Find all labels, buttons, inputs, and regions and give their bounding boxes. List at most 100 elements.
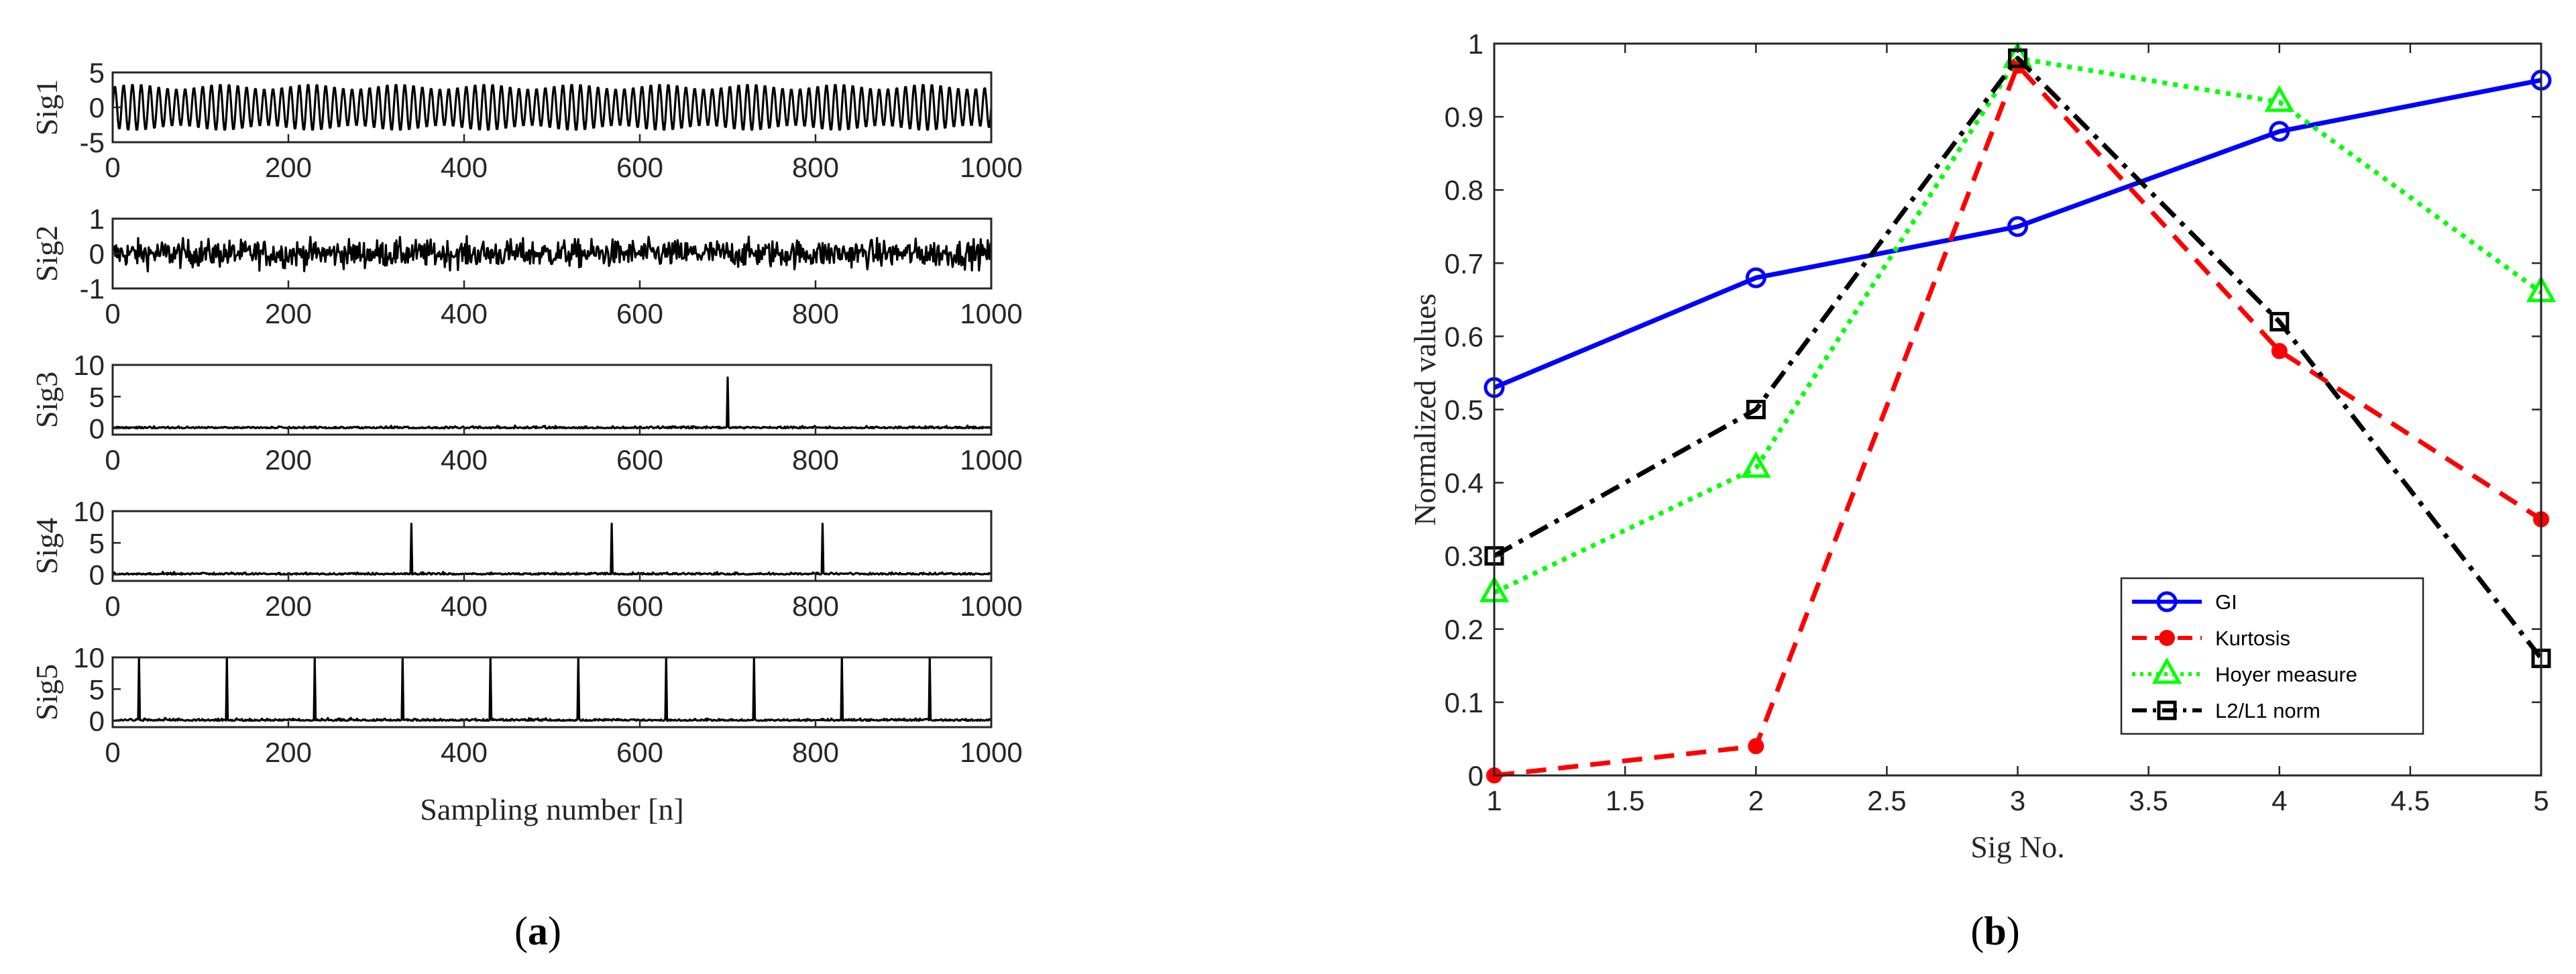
signal-trace-sig2: [111, 235, 993, 273]
y-tick-label: 0: [89, 413, 105, 445]
y-tick-label: 0: [1468, 760, 1483, 792]
x-tick-label: 1000: [960, 152, 1022, 183]
x-axis-label-b: Sig No.: [1970, 830, 2065, 864]
y-tick-label: 0: [89, 92, 105, 123]
x-tick-label: 400: [441, 298, 488, 329]
x-tick-label: 400: [441, 737, 488, 768]
y-tick-label: 0.6: [1445, 321, 1483, 352]
y-tick-label: 0.2: [1445, 614, 1483, 645]
data-point: [2264, 85, 2295, 112]
legend-item: Kurtosis: [2132, 627, 2290, 650]
data-point: [1748, 738, 1765, 755]
y-tick-label: 5: [89, 673, 105, 705]
y-axis-label-sig1: Sig1: [30, 79, 64, 136]
x-tick-label: 2: [1748, 785, 1764, 816]
axes-frame-sig4: [111, 510, 993, 582]
axes-frame-sig3: [111, 364, 993, 436]
x-tick-label: 4.5: [2391, 785, 2430, 816]
y-tick-label: -1: [80, 273, 105, 305]
legend-label: Hoyer measure: [2215, 663, 2357, 686]
x-tick-label: 600: [616, 590, 663, 622]
x-tick-label: 200: [265, 444, 312, 476]
x-axis-label-a: Sampling number [n]: [420, 792, 684, 826]
signal-trace-sig1: [111, 84, 993, 131]
x-tick-label: 800: [792, 444, 839, 476]
x-tick-label: 0: [105, 444, 120, 476]
x-tick-label: 1.5: [1606, 785, 1644, 816]
data-point: [2271, 343, 2288, 360]
x-tick-label: 600: [616, 298, 663, 329]
signal-trace-sig5: [112, 656, 992, 722]
x-tick-label: 200: [265, 737, 312, 768]
y-tick-label: 0.3: [1445, 541, 1483, 572]
y-tick-label: 0.7: [1445, 248, 1483, 279]
caption-a: (a): [514, 909, 561, 953]
x-tick-label: 3: [2010, 785, 2025, 816]
caption-a-letter: a: [528, 909, 548, 953]
y-tick-label: 0.4: [1445, 468, 1483, 499]
y-tick-label: 10: [73, 496, 105, 527]
legend-item: Hoyer measure: [2132, 657, 2357, 686]
x-tick-label: 400: [441, 152, 488, 183]
x-tick-label: 800: [792, 737, 839, 768]
y-tick-label: 10: [73, 642, 105, 673]
y-tick-label: 0.1: [1445, 687, 1483, 718]
x-tick-label: 4: [2272, 785, 2287, 816]
series-line: [1494, 63, 2542, 778]
data-point: [1745, 267, 1767, 288]
x-tick-label: 1000: [960, 298, 1022, 329]
x-tick-label: 400: [441, 444, 488, 476]
x-tick-label: 0: [105, 152, 120, 183]
y-tick-label: 0.9: [1445, 101, 1483, 133]
y-axis-label-sig4: Sig4: [30, 518, 64, 574]
x-tick-label: 0: [105, 737, 120, 768]
x-tick-label: 600: [616, 152, 663, 183]
y-tick-label: 1: [1468, 28, 1483, 60]
panel-b-normalized-values: 1 1.5 2 2.5 3 3.5 4 4.5 5 0 0.1 0.2 0.3 0.4 0.5 0.6 0.7 0…: [1408, 28, 2557, 864]
legend-marker: [2156, 591, 2178, 612]
x-tick-label: 200: [265, 152, 312, 183]
x-tick-label: 800: [792, 298, 839, 329]
legend-label: Kurtosis: [2215, 627, 2290, 650]
y-axis-label-sig5: Sig5: [30, 664, 64, 720]
y-axis-label-b: Normalized values: [1408, 293, 1442, 525]
x-tick-label: 800: [792, 152, 839, 183]
series-line: [1493, 78, 2542, 390]
legend-item: L2/L1 norm: [2132, 699, 2320, 722]
series-line: [1493, 56, 2543, 660]
y-tick-label: 1: [89, 203, 105, 235]
x-tick-label: 1000: [960, 737, 1022, 768]
x-tick-label: 600: [616, 444, 663, 476]
data-point: [2007, 216, 2028, 237]
legend-box: [2120, 577, 2424, 735]
x-tick-label: 2.5: [1867, 785, 1906, 816]
x-tick-label: 600: [616, 737, 663, 768]
y-axis-label-sig2: Sig2: [30, 225, 64, 282]
caption-b: (b): [1970, 909, 2019, 953]
caption-b-letter: b: [1984, 909, 2006, 953]
legend-marker: [2159, 630, 2175, 646]
y-axis-label-sig3: Sig3: [30, 372, 64, 428]
axes-frame-sig5: [111, 656, 993, 728]
data-point: [1746, 400, 1766, 419]
x-tick-label: 1: [1486, 785, 1502, 816]
x-tick-label: 1000: [960, 444, 1022, 476]
legend: GI Kurtosis Hoyer measure L2/L1 norm: [2120, 577, 2424, 735]
y-tick-label: 5: [89, 381, 105, 413]
x-tick-label: 0: [105, 298, 120, 329]
y-tick-label: 0: [89, 559, 105, 591]
y-tick-label: 0: [89, 238, 105, 270]
signal-trace-sig4: [112, 523, 992, 576]
signal-trace-sig3: [112, 376, 992, 430]
y-tick-label: -5: [80, 127, 105, 158]
y-tick-label: 0: [89, 706, 105, 737]
y-tick-label: 0.8: [1445, 174, 1483, 206]
x-tick-label: 400: [441, 590, 488, 622]
